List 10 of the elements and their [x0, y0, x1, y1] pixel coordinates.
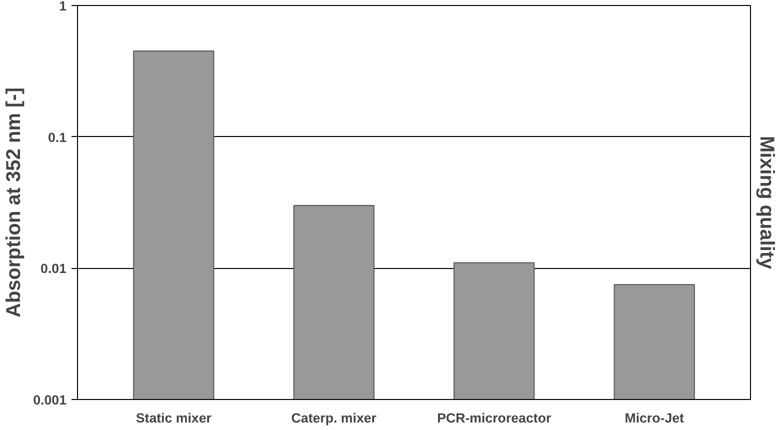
x-tick-label: PCR-microreactor [437, 410, 552, 426]
y-tick-label: 0.1 [48, 130, 68, 145]
x-tick-label: Caterp. mixer [291, 410, 376, 426]
y-tick-label: 0.001 [33, 392, 68, 408]
y2-axis-title: Mixing quality [756, 136, 778, 270]
x-tick-label: Static mixer [136, 410, 212, 426]
y-tick-label: 0.01 [40, 261, 68, 276]
y-tick-label: 1 [59, 0, 68, 14]
y-axis-title: Absorption at 352 nm [-] [3, 87, 26, 318]
x-tick-label: Micro-Jet [624, 410, 685, 426]
